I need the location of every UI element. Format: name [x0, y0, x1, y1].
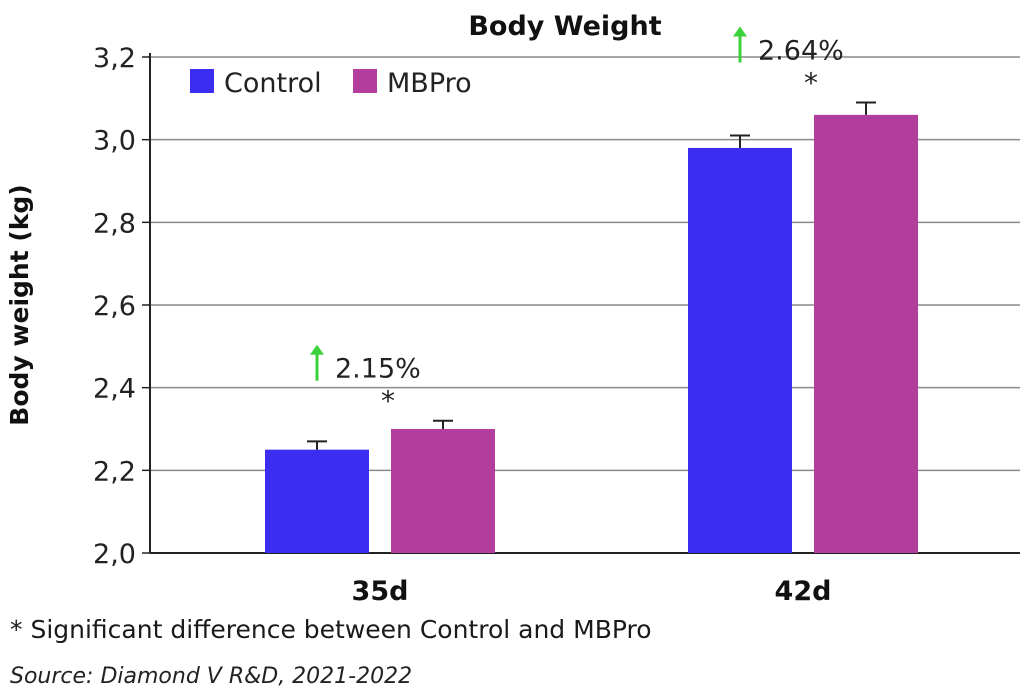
y-tick-label: 2,6: [93, 291, 136, 322]
increase-label: 2.64%: [758, 35, 844, 66]
bar-mbpro-35d: [391, 429, 495, 553]
significance-footnote: * Significant difference between Control…: [10, 615, 652, 644]
source-note: Source: Diamond V R&D, 2021-2022: [10, 664, 413, 689]
bar-control-42d: [688, 147, 792, 553]
increase-arrow-icon: [733, 26, 747, 37]
bar-control-35d: [265, 449, 369, 553]
increase-arrow-icon: [310, 344, 324, 355]
y-tick-label: 2,4: [93, 374, 136, 405]
y-tick-label: 3,0: [93, 126, 136, 157]
x-tick-label: 42d: [775, 576, 832, 607]
y-tick-label: 2,0: [93, 539, 136, 570]
significance-marker: *: [804, 66, 818, 99]
y-tick-label: 2,8: [93, 208, 136, 239]
chart-title: Body Weight: [468, 11, 661, 42]
y-axis-label: Body weight (kg): [5, 184, 34, 425]
x-tick-label: 35d: [352, 576, 409, 607]
legend-swatch-mbpro: [353, 69, 377, 93]
y-tick-label: 3,2: [93, 43, 136, 74]
y-tick-label: 2,2: [93, 456, 136, 487]
legend-swatch-control: [190, 69, 214, 93]
body-weight-chart: Body Weight Body weight (kg) 2,0 2,2 2,4 2,6 2…: [5, 11, 1020, 607]
increase-label: 2.15%: [335, 354, 421, 385]
legend-label-mbpro: MBPro: [387, 68, 472, 99]
legend-label-control: Control: [224, 68, 322, 99]
significance-marker: *: [381, 385, 395, 418]
bar-mbpro-42d: [814, 114, 918, 553]
